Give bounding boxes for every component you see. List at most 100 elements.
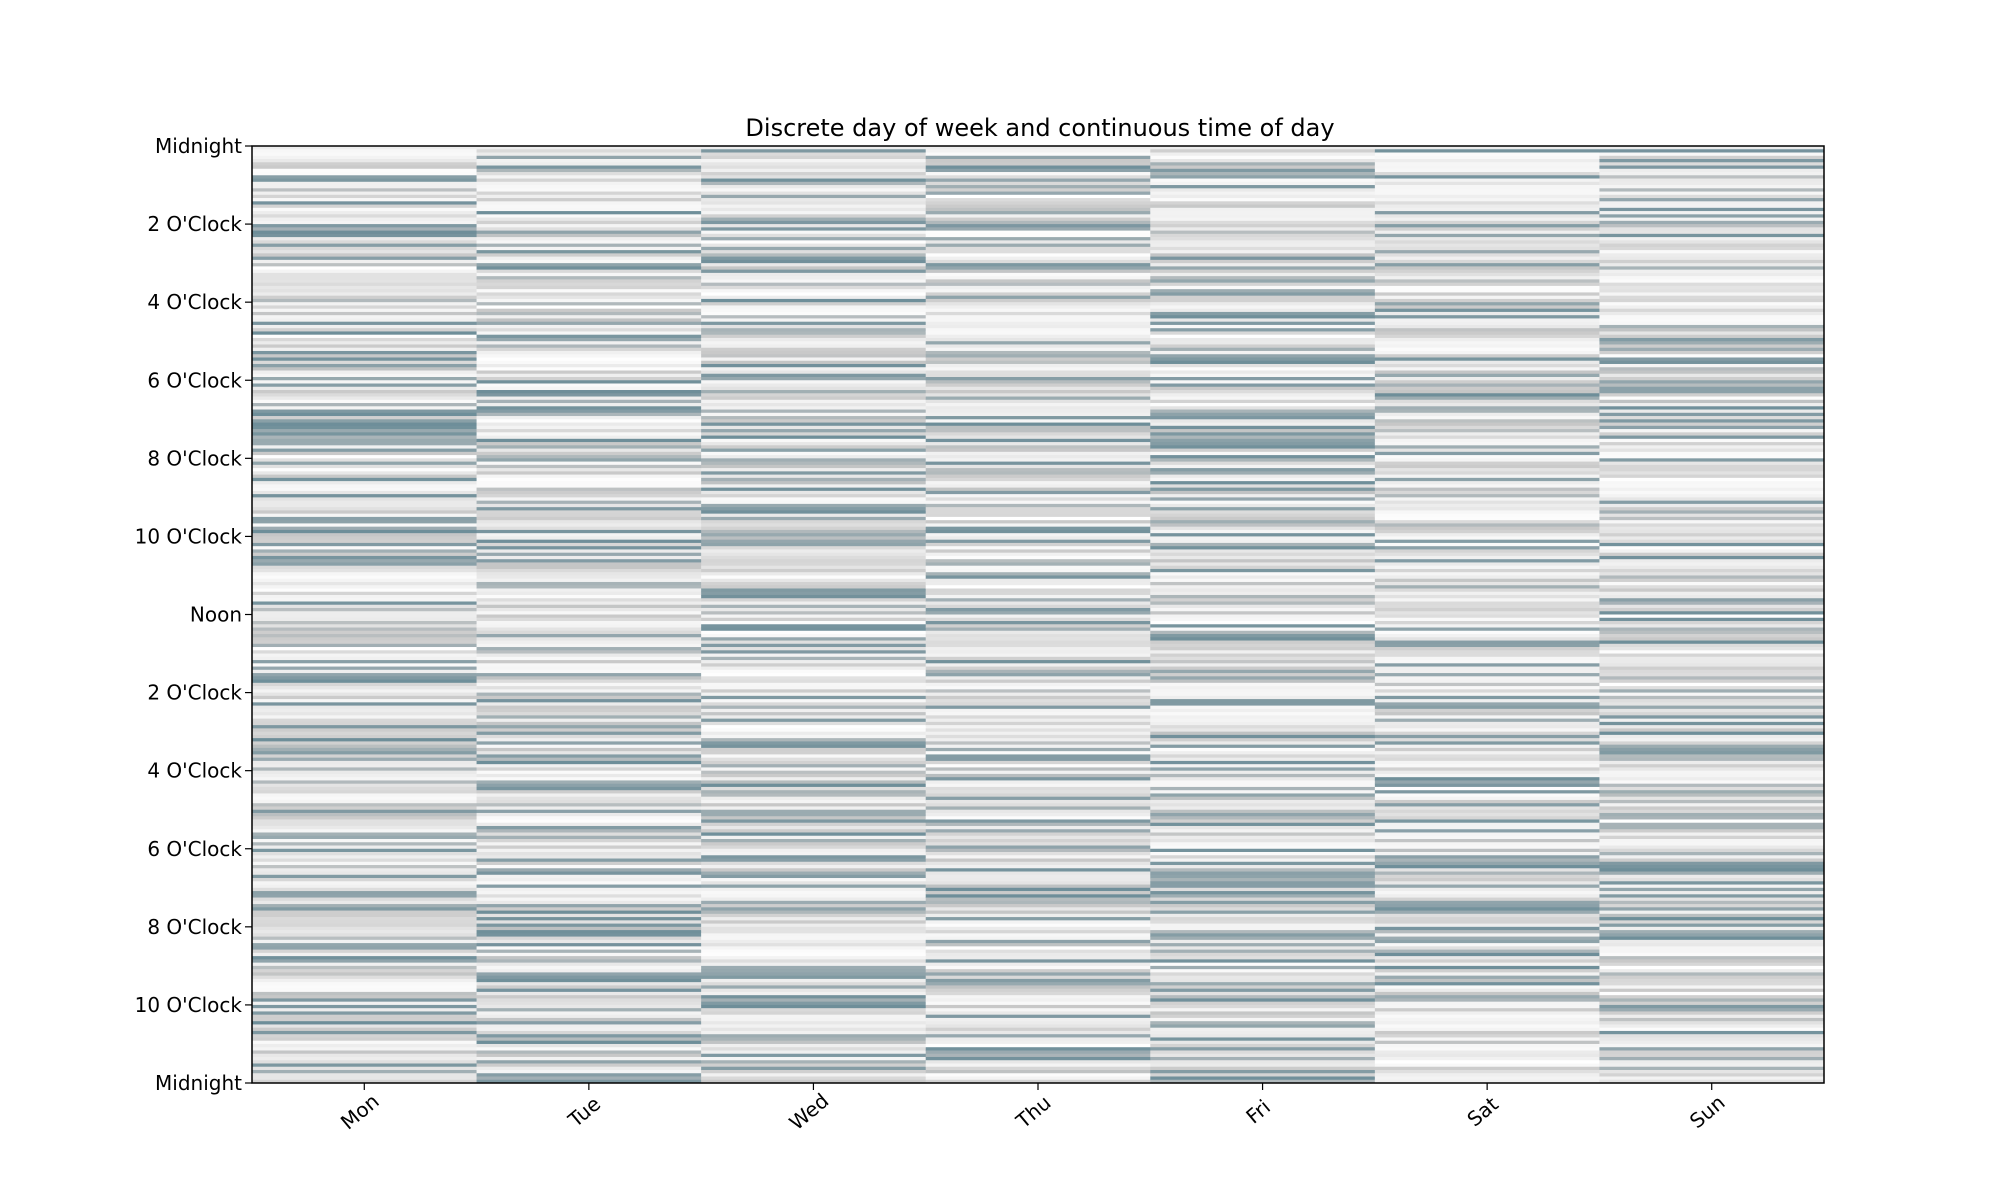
heatmap-cell	[701, 289, 927, 293]
heatmap-cell	[925, 175, 1151, 179]
heatmap-cell	[1150, 848, 1376, 853]
heatmap-cell	[925, 445, 1151, 449]
heatmap-cell	[1374, 858, 1600, 863]
heatmap-cell	[925, 266, 1151, 271]
heatmap-cell	[925, 536, 1151, 541]
heatmap-cell	[1374, 513, 1600, 518]
heatmap-cell	[925, 373, 1151, 378]
heatmap-cell	[252, 464, 478, 469]
heatmap-cell	[476, 930, 702, 934]
heatmap-cell	[1374, 308, 1600, 313]
heatmap-cell	[1374, 1004, 1600, 1009]
heatmap-cell	[701, 337, 927, 342]
heatmap-cell	[252, 211, 478, 215]
heatmap-cell	[925, 1050, 1151, 1055]
heatmap-cell	[925, 666, 1151, 671]
heatmap-cell	[252, 282, 478, 287]
heatmap-cell	[252, 1056, 478, 1061]
heatmap-cell	[252, 259, 478, 264]
heatmap-cell	[701, 292, 927, 297]
heatmap-cell	[476, 764, 702, 768]
heatmap-cell	[925, 412, 1151, 417]
heatmap-cell	[701, 497, 927, 502]
heatmap-cell	[701, 399, 927, 404]
heatmap-cell	[252, 1073, 478, 1077]
heatmap-cell	[476, 526, 702, 531]
heatmap-cell	[1599, 812, 1825, 817]
heatmap-cell	[252, 246, 478, 251]
heatmap-cell	[476, 682, 702, 687]
heatmap-cell	[925, 162, 1151, 166]
heatmap-cell	[1599, 699, 1825, 703]
heatmap-cell	[701, 481, 927, 485]
heatmap-cell	[1599, 607, 1825, 612]
heatmap-cell	[925, 318, 1151, 323]
heatmap-cell	[1150, 194, 1376, 199]
heatmap-cell	[701, 455, 927, 459]
heatmap-cell	[925, 448, 1151, 453]
heatmap-cell	[1599, 217, 1825, 222]
heatmap-cell	[701, 673, 927, 677]
heatmap-cell	[925, 887, 1151, 892]
heatmap-cell	[1374, 292, 1600, 297]
heatmap-cell	[1599, 728, 1825, 733]
heatmap-cell	[925, 494, 1151, 498]
heatmap-cell	[1374, 591, 1600, 596]
heatmap-cell	[476, 991, 702, 996]
heatmap-cell	[701, 220, 927, 225]
heatmap-cell	[476, 331, 702, 336]
heatmap-cell	[1374, 884, 1600, 889]
heatmap-cell	[1150, 617, 1376, 622]
heatmap-cell	[1599, 799, 1825, 804]
heatmap-cell	[476, 354, 702, 358]
heatmap-cell	[925, 344, 1151, 349]
heatmap-cell	[1150, 920, 1376, 924]
heatmap-cell	[1150, 542, 1376, 547]
heatmap-cell	[1374, 799, 1600, 804]
heatmap-cell	[252, 380, 478, 384]
heatmap-cell	[476, 627, 702, 632]
heatmap-cell	[925, 565, 1151, 570]
heatmap-cell	[252, 1021, 478, 1025]
heatmap-cell	[701, 715, 927, 720]
heatmap-cell	[701, 367, 927, 371]
heatmap-cell	[252, 692, 478, 697]
heatmap-cell	[701, 419, 927, 423]
heatmap-cell	[1150, 581, 1376, 586]
heatmap-cell	[1599, 539, 1825, 544]
heatmap-cell	[252, 243, 478, 248]
heatmap-cell	[476, 868, 702, 872]
heatmap-cell	[1374, 168, 1600, 173]
heatmap-cell	[252, 175, 478, 179]
heatmap-cell	[1374, 565, 1600, 570]
heatmap-cell	[476, 194, 702, 199]
heatmap-cell	[476, 975, 702, 980]
heatmap-cell	[1150, 904, 1376, 908]
heatmap-cell	[925, 926, 1151, 931]
heatmap-cell	[1599, 965, 1825, 970]
heatmap-cell	[925, 390, 1151, 394]
heatmap-cell	[476, 523, 702, 528]
heatmap-cell	[476, 708, 702, 713]
heatmap-cell	[252, 165, 478, 170]
heatmap-cell	[1150, 243, 1376, 248]
heatmap-cell	[252, 637, 478, 641]
heatmap-cell	[925, 276, 1151, 280]
heatmap-cell	[1599, 386, 1825, 391]
heatmap-cell	[925, 152, 1151, 157]
heatmap-cell	[476, 542, 702, 547]
heatmap-cell	[476, 162, 702, 166]
heatmap-cell	[476, 546, 702, 550]
heatmap-cell	[1374, 972, 1600, 977]
heatmap-cell	[1150, 259, 1376, 264]
heatmap-cell	[925, 497, 1151, 502]
heatmap-cell	[701, 568, 927, 573]
heatmap-cell	[1150, 1021, 1376, 1025]
heatmap-cell	[1599, 754, 1825, 759]
heatmap-cell	[925, 383, 1151, 388]
heatmap-cell	[701, 812, 927, 817]
heatmap-cell	[1599, 731, 1825, 736]
heatmap-cell	[1150, 324, 1376, 329]
heatmap-cell	[476, 337, 702, 342]
heatmap-cell	[925, 253, 1151, 258]
